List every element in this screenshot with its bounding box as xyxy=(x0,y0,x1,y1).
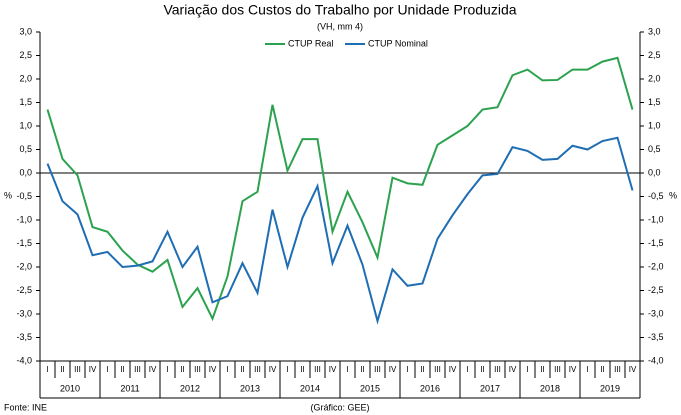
y-axis-label: % xyxy=(4,190,12,200)
x-tick-label: II xyxy=(360,365,364,374)
y-tick-label: -1,0 xyxy=(16,214,32,224)
y2-tick-label: 1,5 xyxy=(648,97,661,107)
x-tick-label: II xyxy=(480,365,484,374)
y2-tick-label: 3,0 xyxy=(648,26,661,36)
source: Fonte: INE xyxy=(4,402,47,412)
y-tick-label: 1,0 xyxy=(19,120,32,130)
x-tick-label: IV xyxy=(149,365,157,374)
x-tick-label: III xyxy=(134,365,141,374)
y-tick-label: -2,0 xyxy=(16,261,32,271)
x-tick-label: I xyxy=(166,365,168,374)
x-tick-label: I xyxy=(526,365,528,374)
year-label: 2017 xyxy=(480,383,500,393)
year-label: 2015 xyxy=(360,383,380,393)
y2-tick-label: -2,0 xyxy=(648,261,664,271)
x-tick-label: III xyxy=(434,365,441,374)
y-tick-label: 2,0 xyxy=(19,73,32,83)
x-tick-label: III xyxy=(254,365,261,374)
x-tick-label: IV xyxy=(569,365,577,374)
y2-tick-label: 2,0 xyxy=(648,73,661,83)
x-tick-label: IV xyxy=(629,365,637,374)
y-tick-label: 0,0 xyxy=(19,167,32,177)
x-tick-label: I xyxy=(406,365,408,374)
note: (Gráfico: GEE) xyxy=(310,402,369,412)
x-tick-label: IV xyxy=(509,365,517,374)
y2-tick-label: -0,5 xyxy=(648,191,664,201)
y2-tick-label: 2,5 xyxy=(648,50,661,60)
x-tick-label: III xyxy=(314,365,321,374)
x-tick-label: I xyxy=(106,365,108,374)
x-tick-label: IV xyxy=(389,365,397,374)
y-tick-label: -2,5 xyxy=(16,285,32,295)
year-label: 2014 xyxy=(300,383,320,393)
x-tick-label: IV xyxy=(269,365,277,374)
x-tick-label: I xyxy=(286,365,288,374)
series-line xyxy=(46,136,634,325)
x-tick-label: IV xyxy=(449,365,457,374)
chart-title: Variação dos Custos do Trabalho por Unid… xyxy=(163,2,516,18)
legend-label: CTUP Real xyxy=(288,38,333,48)
x-tick-label: II xyxy=(180,365,184,374)
y-tick-label: 1,5 xyxy=(19,97,32,107)
x-tick-label: III xyxy=(74,365,81,374)
x-tick-label: III xyxy=(554,365,561,374)
x-tick-label: II xyxy=(120,365,124,374)
x-tick-label: II xyxy=(540,365,544,374)
y2-tick-label: 0,0 xyxy=(648,167,661,177)
x-tick-label: III xyxy=(194,365,201,374)
y-tick-label: 2,5 xyxy=(19,50,32,60)
x-tick-label: I xyxy=(586,365,588,374)
year-label: 2019 xyxy=(600,383,620,393)
year-label: 2018 xyxy=(540,383,560,393)
x-tick-label: I xyxy=(46,365,48,374)
year-label: 2011 xyxy=(120,383,139,393)
y-tick-label: 3,0 xyxy=(19,26,32,36)
y-tick-label: -4,0 xyxy=(16,355,32,365)
y-tick-label: -3,0 xyxy=(16,308,32,318)
y-tick-label: 0,5 xyxy=(19,144,32,154)
x-tick-label: II xyxy=(60,365,64,374)
y2-tick-label: -4,0 xyxy=(648,355,664,365)
y2-tick-label: 1,0 xyxy=(648,120,661,130)
year-label: 2012 xyxy=(180,383,200,393)
y2-tick-label: -2,5 xyxy=(648,285,664,295)
x-tick-label: IV xyxy=(329,365,337,374)
x-tick-label: IV xyxy=(89,365,97,374)
x-tick-label: IV xyxy=(209,365,217,374)
x-tick-label: I xyxy=(346,365,348,374)
y-tick-label: -0,5 xyxy=(16,191,32,201)
year-label: 2010 xyxy=(60,383,80,393)
y2-tick-label: -3,5 xyxy=(648,332,664,342)
year-label: 2013 xyxy=(240,383,260,393)
x-tick-label: I xyxy=(466,365,468,374)
y2-tick-label: 0,5 xyxy=(648,144,661,154)
year-label: 2016 xyxy=(420,383,440,393)
legend-label: CTUP Nominal xyxy=(368,38,428,48)
y2-axis-label: % xyxy=(669,190,677,200)
x-tick-label: I xyxy=(226,365,228,374)
x-tick-label: II xyxy=(300,365,304,374)
y2-tick-label: -1,0 xyxy=(648,214,664,224)
x-tick-label: III xyxy=(374,365,381,374)
y-tick-label: -1,5 xyxy=(16,238,32,248)
y2-tick-label: -3,0 xyxy=(648,308,664,318)
y2-tick-label: -1,5 xyxy=(648,238,664,248)
x-tick-label: II xyxy=(420,365,424,374)
x-tick-label: III xyxy=(494,365,501,374)
series-line xyxy=(46,56,634,322)
x-tick-label: III xyxy=(614,365,621,374)
chart-subtitle: (VH, mm 4) xyxy=(317,21,363,31)
x-tick-label: II xyxy=(240,365,244,374)
x-tick-label: II xyxy=(600,365,604,374)
y-tick-label: -3,5 xyxy=(16,332,32,342)
